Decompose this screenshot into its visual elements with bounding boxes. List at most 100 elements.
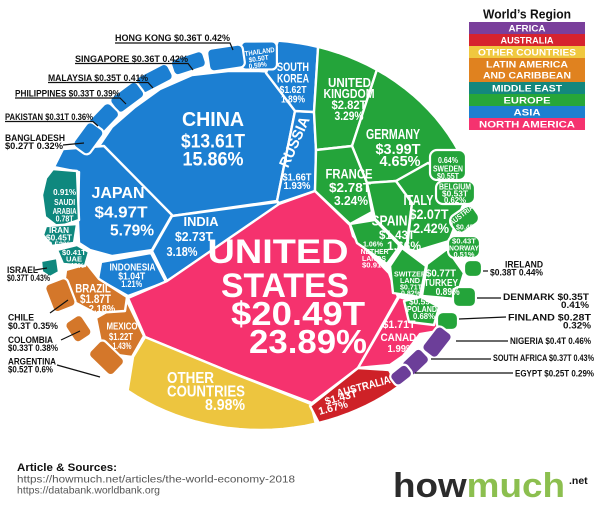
svg-text:$0.53T: $0.53T bbox=[442, 190, 468, 199]
svg-text:JAPAN: JAPAN bbox=[92, 185, 145, 202]
svg-text:2.18%: 2.18% bbox=[89, 303, 116, 315]
svg-text:$0.45T: $0.45T bbox=[456, 223, 478, 232]
svg-text:0.59%: 0.59% bbox=[248, 61, 267, 71]
svg-text:3.29%: 3.29% bbox=[335, 111, 364, 123]
svg-text:0.48%: 0.48% bbox=[64, 261, 84, 270]
svg-text:NIGERIA $0.4T 0.46%: NIGERIA $0.4T 0.46% bbox=[510, 336, 591, 346]
svg-text:0.53%: 0.53% bbox=[458, 229, 477, 238]
svg-text:NORWAY: NORWAY bbox=[449, 244, 479, 253]
svg-text:ISRAEL: ISRAEL bbox=[7, 265, 38, 275]
svg-text:MALAYSIA $0.35T 0.41%: MALAYSIA $0.35T 0.41% bbox=[48, 73, 148, 83]
svg-text:LANDS: LANDS bbox=[362, 254, 386, 263]
svg-text:.net: .net bbox=[569, 475, 588, 487]
svg-text:15.86%: 15.86% bbox=[183, 150, 244, 171]
svg-text:$1.87T: $1.87T bbox=[80, 294, 111, 306]
svg-text:NETHER: NETHER bbox=[361, 247, 390, 256]
svg-text:NORTH AMERICA: NORTH AMERICA bbox=[479, 120, 575, 131]
svg-text:$0.41T: $0.41T bbox=[62, 248, 86, 257]
svg-text:FRANCE: FRANCE bbox=[326, 167, 373, 182]
svg-text:$0.91T: $0.91T bbox=[362, 261, 386, 270]
svg-text:1.99%: 1.99% bbox=[388, 343, 416, 355]
svg-text:INDIA: INDIA bbox=[184, 215, 219, 229]
svg-text:1.66%: 1.66% bbox=[387, 239, 421, 253]
svg-text:howmuch: how much bbox=[393, 467, 565, 505]
svg-text:0.62%: 0.62% bbox=[444, 196, 466, 205]
svg-text:ASIA: ASIA bbox=[514, 108, 541, 119]
svg-text:$1.66T: $1.66T bbox=[283, 172, 313, 184]
svg-text:1.89%: 1.89% bbox=[281, 94, 306, 106]
svg-text:SAUDI: SAUDI bbox=[54, 198, 75, 207]
svg-text:0.64%: 0.64% bbox=[438, 156, 458, 165]
svg-text:5.79%: 5.79% bbox=[110, 223, 154, 240]
svg-text:ARABIA: ARABIA bbox=[53, 207, 77, 216]
svg-text:BANGLADESH: BANGLADESH bbox=[5, 133, 65, 143]
svg-text:UNITED: UNITED bbox=[208, 233, 349, 271]
svg-text:$0.77T: $0.77T bbox=[426, 269, 456, 280]
svg-text:0.82%: 0.82% bbox=[401, 291, 422, 298]
svg-text:0.78T: 0.78T bbox=[56, 215, 74, 224]
svg-text:ITALY: ITALY bbox=[404, 193, 434, 209]
svg-text:SWITZER: SWITZER bbox=[394, 272, 426, 279]
svg-text:SOUTH: SOUTH bbox=[277, 60, 309, 74]
svg-text:CHILE: CHILE bbox=[8, 313, 34, 323]
svg-text:$0.43T: $0.43T bbox=[452, 237, 476, 246]
svg-text:IRAN: IRAN bbox=[49, 226, 69, 235]
svg-text:Article & Sources:: Article & Sources: bbox=[17, 462, 117, 474]
svg-text:GERMANY: GERMANY bbox=[366, 127, 420, 143]
svg-text:$1.71T: $1.71T bbox=[383, 319, 416, 331]
svg-text:CANADA: CANADA bbox=[381, 332, 424, 344]
svg-text:$0.45T: $0.45T bbox=[46, 234, 72, 243]
svg-text:2.42%: 2.42% bbox=[413, 221, 449, 236]
svg-text:$0.50T: $0.50T bbox=[248, 55, 269, 65]
svg-text:4.65%: 4.65% bbox=[380, 154, 421, 170]
svg-text:TURKEY: TURKEY bbox=[424, 278, 458, 289]
svg-text:FINLAND $0.28T: FINLAND $0.28T bbox=[508, 313, 592, 323]
svg-text:8.98%: 8.98% bbox=[205, 397, 245, 414]
svg-text:$2.82T: $2.82T bbox=[332, 100, 367, 112]
svg-text:UNITED: UNITED bbox=[328, 76, 371, 90]
svg-text:LATIN AMERICA: LATIN AMERICA bbox=[486, 60, 568, 71]
svg-text:1.43%: 1.43% bbox=[113, 341, 132, 352]
svg-text:World’s Region: World’s Region bbox=[483, 7, 571, 22]
svg-text:$13.61T: $13.61T bbox=[181, 132, 245, 153]
svg-text:OTHER COUNTRIES: OTHER COUNTRIES bbox=[478, 48, 576, 59]
svg-text:KOREA: KOREA bbox=[277, 72, 309, 86]
svg-text:0.51%: 0.51% bbox=[454, 250, 475, 259]
svg-text:AND CARIBBEAN: AND CARIBBEAN bbox=[483, 71, 571, 82]
svg-text:AUSTRALIA: AUSTRALIA bbox=[501, 36, 554, 47]
svg-text:0.41%: 0.41% bbox=[561, 300, 589, 310]
svg-text:SINGAPORE $0.36T 0.42%: SINGAPORE $0.36T 0.42% bbox=[75, 54, 188, 64]
svg-text:$0.71T: $0.71T bbox=[400, 284, 423, 291]
svg-text:$0.3T 0.35%: $0.3T 0.35% bbox=[8, 321, 58, 331]
svg-text:UAE: UAE bbox=[66, 255, 82, 264]
svg-text:$0.55T: $0.55T bbox=[437, 172, 459, 181]
svg-text:PAKISTAN $0.31T 0.36%: PAKISTAN $0.31T 0.36% bbox=[5, 112, 93, 122]
svg-text:$0.52T 0.6%: $0.52T 0.6% bbox=[8, 365, 53, 375]
svg-text:$0.27T 0.32%: $0.27T 0.32% bbox=[5, 141, 63, 151]
svg-text:$2.07T: $2.07T bbox=[410, 207, 450, 222]
svg-text:0.91%: 0.91% bbox=[53, 188, 76, 197]
svg-text:PHILIPPINES $0.33T 0.39%: PHILIPPINES $0.33T 0.39% bbox=[15, 89, 120, 99]
svg-text:BELGIUM: BELGIUM bbox=[439, 183, 471, 192]
svg-text:23.89%: 23.89% bbox=[249, 323, 367, 360]
svg-text:$1.62T: $1.62T bbox=[280, 84, 307, 96]
svg-text:$0.59T: $0.59T bbox=[409, 297, 436, 307]
svg-text:$20.49T: $20.49T bbox=[231, 295, 365, 332]
svg-text:STATES: STATES bbox=[221, 267, 349, 305]
svg-text:INDONESIA: INDONESIA bbox=[110, 263, 156, 274]
svg-text:BRAZIL: BRAZIL bbox=[75, 282, 111, 296]
svg-text:POLAND: POLAND bbox=[407, 304, 437, 314]
svg-text:AFRICA: AFRICA bbox=[509, 24, 546, 35]
svg-text:SWEDEN: SWEDEN bbox=[433, 165, 463, 174]
svg-text:EUROPE: EUROPE bbox=[504, 96, 551, 107]
svg-text:$4.97T: $4.97T bbox=[95, 205, 148, 222]
svg-text:OTHER: OTHER bbox=[167, 370, 214, 387]
svg-text:KINGDOM: KINGDOM bbox=[324, 87, 375, 101]
svg-text:ARGENTINA: ARGENTINA bbox=[8, 357, 56, 367]
svg-text:MEXICO: MEXICO bbox=[107, 322, 138, 333]
svg-text:$0.37T 0.43%: $0.37T 0.43% bbox=[7, 273, 50, 283]
svg-text:LAND: LAND bbox=[400, 278, 420, 285]
svg-text:SPAIN: SPAIN bbox=[372, 214, 408, 230]
svg-text:THAILAND: THAILAND bbox=[244, 47, 275, 58]
svg-text:0.68%: 0.68% bbox=[413, 311, 435, 321]
